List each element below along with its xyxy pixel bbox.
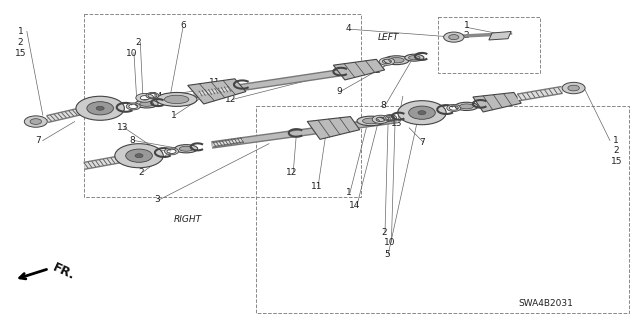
Circle shape [87, 102, 113, 115]
Wedge shape [372, 115, 389, 123]
Text: 1: 1 [346, 188, 351, 197]
Text: 12: 12 [225, 95, 236, 104]
Text: 13: 13 [390, 119, 402, 128]
Circle shape [96, 106, 104, 110]
Ellipse shape [455, 102, 478, 110]
Text: FR.: FR. [51, 261, 77, 283]
Circle shape [135, 154, 143, 158]
Text: 2: 2 [614, 146, 619, 155]
Text: 1: 1 [464, 21, 469, 30]
Text: 4: 4 [346, 24, 351, 33]
Text: 1: 1 [18, 27, 24, 36]
Text: 9: 9 [139, 148, 145, 157]
Ellipse shape [404, 54, 424, 61]
Ellipse shape [156, 93, 197, 106]
Circle shape [562, 82, 585, 94]
Circle shape [418, 111, 426, 115]
Text: 2: 2 [139, 168, 145, 177]
Text: 7: 7 [419, 137, 425, 147]
Text: 10: 10 [385, 238, 396, 247]
Polygon shape [333, 59, 385, 80]
Text: 5: 5 [384, 250, 390, 259]
Text: 14: 14 [349, 201, 361, 210]
Polygon shape [473, 93, 521, 112]
Text: 2: 2 [18, 38, 23, 47]
Text: 1: 1 [613, 136, 619, 145]
Ellipse shape [357, 116, 385, 126]
Ellipse shape [164, 95, 189, 104]
Ellipse shape [408, 56, 420, 60]
Circle shape [24, 116, 47, 127]
Circle shape [444, 32, 464, 42]
Text: 2: 2 [464, 31, 469, 40]
Circle shape [397, 101, 446, 125]
Wedge shape [126, 103, 140, 110]
Polygon shape [489, 32, 511, 40]
Wedge shape [447, 105, 461, 111]
Wedge shape [164, 148, 179, 155]
Wedge shape [146, 93, 159, 99]
Text: 7: 7 [35, 136, 41, 145]
Ellipse shape [175, 145, 198, 153]
Circle shape [76, 96, 124, 120]
Text: 2: 2 [374, 66, 380, 76]
Text: 11: 11 [209, 78, 221, 86]
Text: LEFT: LEFT [378, 33, 399, 42]
Text: 15: 15 [15, 49, 26, 58]
Text: 12: 12 [285, 168, 297, 177]
Text: 11: 11 [311, 182, 323, 191]
Polygon shape [307, 116, 360, 139]
Text: 9: 9 [336, 87, 342, 96]
Text: 13: 13 [116, 123, 128, 132]
Ellipse shape [135, 100, 158, 108]
Ellipse shape [140, 101, 154, 106]
Ellipse shape [363, 118, 380, 124]
Wedge shape [380, 58, 394, 65]
Ellipse shape [460, 104, 474, 109]
Text: 2: 2 [136, 38, 141, 47]
Text: 3: 3 [155, 196, 161, 204]
Circle shape [408, 106, 435, 119]
Wedge shape [384, 115, 396, 121]
Text: 10: 10 [126, 49, 138, 58]
Ellipse shape [179, 146, 193, 151]
Text: 15: 15 [611, 157, 622, 166]
Circle shape [115, 144, 163, 168]
Polygon shape [188, 79, 246, 104]
Circle shape [449, 34, 459, 40]
Text: 2: 2 [381, 228, 387, 237]
Ellipse shape [389, 57, 404, 63]
Text: 8: 8 [381, 101, 387, 110]
Circle shape [30, 119, 42, 124]
Text: 14: 14 [152, 92, 163, 101]
Circle shape [125, 149, 152, 162]
Text: 1: 1 [171, 111, 176, 120]
Text: 8: 8 [129, 136, 135, 145]
Wedge shape [136, 93, 154, 102]
Circle shape [568, 85, 579, 91]
Text: RIGHT: RIGHT [173, 215, 202, 224]
Text: 6: 6 [180, 21, 186, 30]
Ellipse shape [384, 56, 409, 65]
Text: SWA4B2031: SWA4B2031 [519, 299, 573, 308]
